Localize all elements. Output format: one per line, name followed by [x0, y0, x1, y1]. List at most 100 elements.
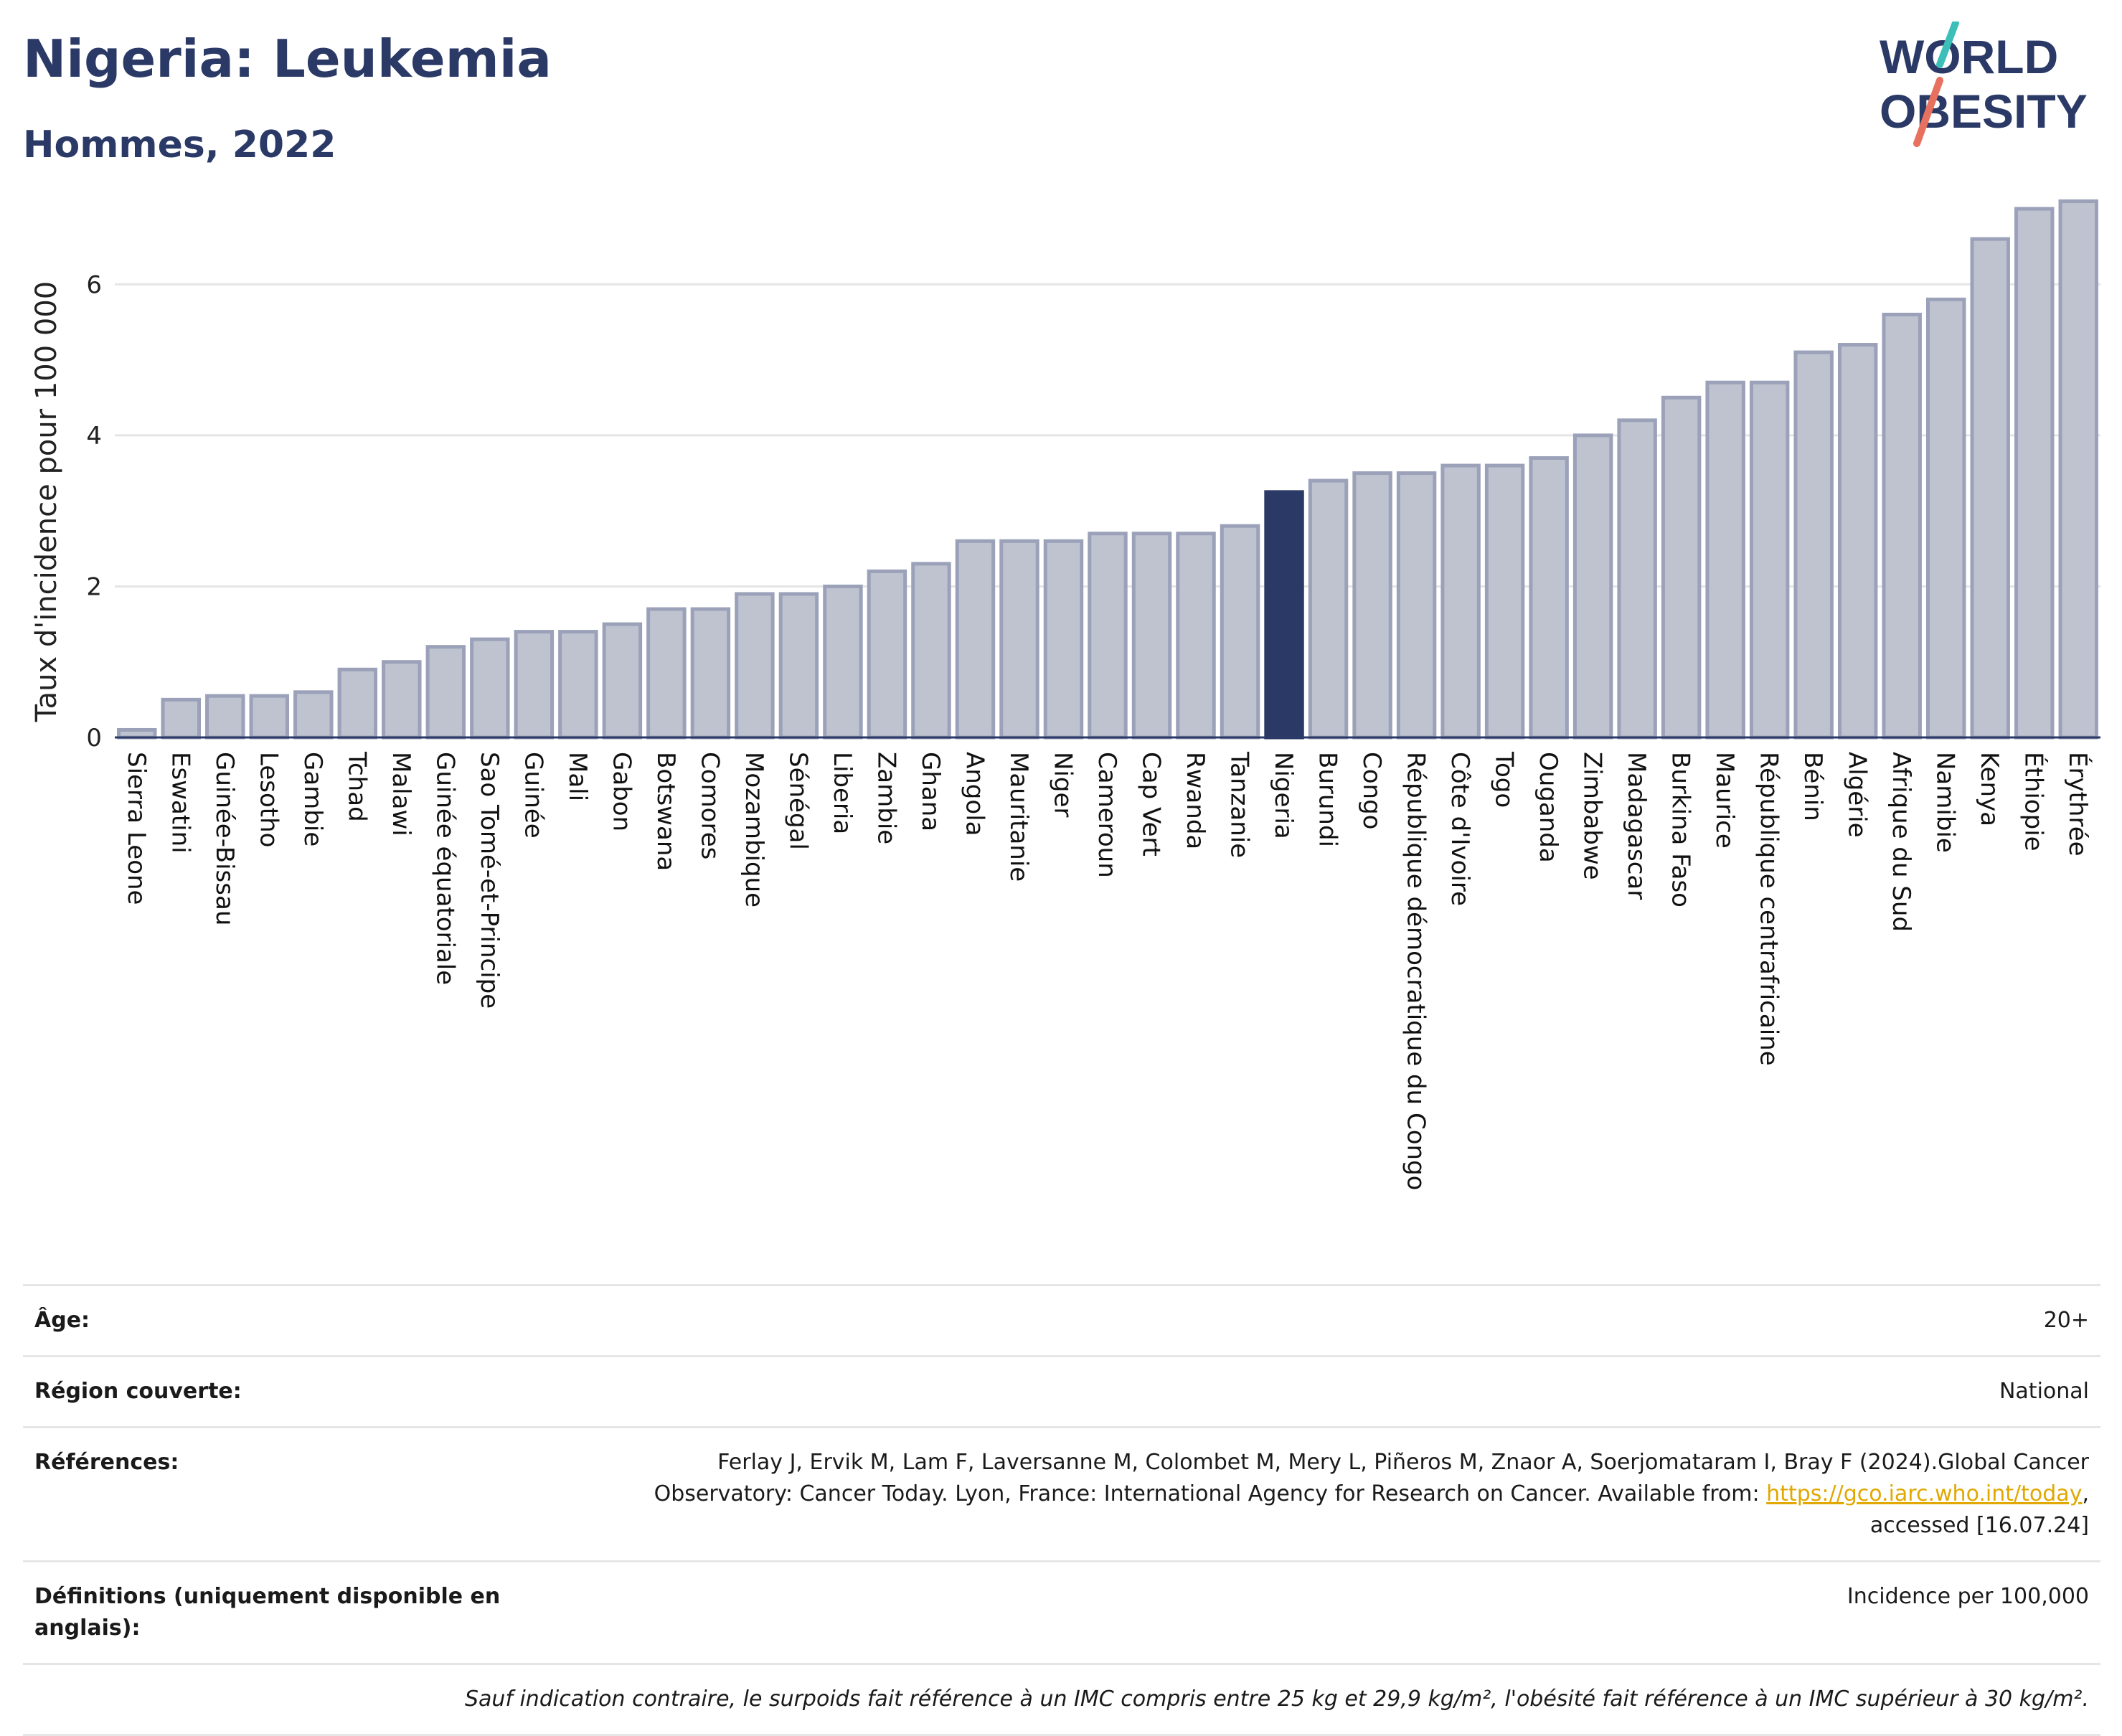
x-tick-label: Maurice [1710, 752, 1739, 849]
x-tick-label: Sierra Leone [122, 752, 151, 905]
bar-r-publique-centrafricaine[interactable] [1749, 380, 1790, 740]
x-tick-label: Congo [1357, 752, 1386, 829]
meta-key-definitions: Définitions (uniquement disponible en an… [34, 1584, 501, 1641]
bar-congo[interactable] [1352, 471, 1392, 740]
bar-maurice[interactable] [1705, 380, 1745, 740]
bar-gambie[interactable] [293, 690, 334, 740]
bar-guin-e-quatoriale[interactable] [425, 645, 466, 740]
bar-burundi[interactable] [1308, 478, 1349, 740]
bar--rythr-e[interactable] [2058, 199, 2098, 740]
bar-c-te-d-ivoire[interactable] [1440, 463, 1481, 740]
bar-zambie[interactable] [867, 569, 907, 740]
logo-text-obesity: OBESITY [1880, 85, 2088, 138]
world-obesity-logo: WORLD OBESITY [1880, 22, 2088, 147]
bar--thiopie[interactable] [2014, 207, 2055, 740]
x-tick-label: Kenya [1975, 752, 2004, 826]
chart-title: Nigeria: Leukemia [23, 29, 552, 89]
bar-mali[interactable] [558, 630, 598, 740]
x-tick-label: Malawi [387, 752, 415, 836]
x-tick-label: Sénégal [783, 752, 812, 850]
bar-kenya[interactable] [1970, 237, 2010, 740]
bar-cameroun[interactable] [1088, 532, 1128, 740]
chart-subtitle: Hommes, 2022 [23, 123, 336, 166]
bar-malawi[interactable] [382, 660, 422, 740]
x-tick-label: Ouganda [1534, 752, 1562, 863]
x-tick-label: Mauritanie [1004, 752, 1033, 882]
bar-b-nin[interactable] [1793, 350, 1834, 740]
x-tick-label: Eswatini [166, 752, 194, 854]
x-tick-label: Gabon [607, 752, 636, 831]
meta-row-region: Région couverte: National [23, 1355, 2100, 1426]
x-tick-label: République centrafricaine [1755, 752, 1783, 1066]
bar-guin-e[interactable] [514, 630, 555, 740]
x-tick-label: Madagascar [1622, 752, 1651, 900]
y-tick-label: 6 [86, 270, 102, 299]
bar-mozambique[interactable] [735, 592, 775, 740]
x-tick-label: Nigeria [1269, 752, 1298, 839]
x-tick-label: Tchad [342, 751, 371, 822]
bar-rwanda[interactable] [1176, 532, 1216, 740]
bar-comores[interactable] [690, 607, 731, 740]
x-tick-label: Namibie [1931, 752, 1960, 853]
meta-val-references: Ferlay J, Ervik M, Lam F, Laversanne M, … [654, 1447, 2089, 1542]
x-tick-label: Zambie [872, 752, 900, 844]
bar-nigeria[interactable] [1264, 490, 1304, 740]
bar-cap-vert[interactable] [1131, 532, 1172, 740]
bar-liberia[interactable] [823, 584, 863, 740]
bar-r-publique-d-mocratique-du-congo[interactable] [1396, 471, 1437, 740]
x-tick-label: Mali [563, 752, 592, 801]
x-tick-label: Rwanda [1181, 752, 1209, 849]
bar-togo[interactable] [1484, 463, 1525, 740]
reference-comma: , [2082, 1481, 2089, 1506]
meta-val-definitions: Incidence per 100,000 [1847, 1584, 2089, 1609]
x-tick-label: Guinée-Bissau [210, 752, 239, 925]
y-tick-label: 2 [86, 572, 102, 601]
x-tick-label: Comores [695, 752, 724, 859]
bar-guin-e-bissau[interactable] [205, 694, 245, 740]
bar-madagascar[interactable] [1617, 418, 1657, 740]
bar-gabon[interactable] [602, 622, 643, 740]
x-tick-label: Mozambique [740, 752, 768, 907]
meta-row-definitions: Définitions (uniquement disponible en an… [23, 1560, 2100, 1663]
y-tick-label: 4 [86, 422, 102, 450]
x-tick-label: Gambie [298, 752, 327, 846]
bar-botswana[interactable] [646, 607, 687, 740]
x-tick-label: Niger [1048, 752, 1077, 817]
bar-s-n-gal[interactable] [778, 592, 819, 740]
x-tick-label: République démocratique du Congo [1402, 752, 1430, 1190]
x-tick-label: Burundi [1314, 752, 1342, 847]
meta-val-region: National [1999, 1379, 2089, 1404]
meta-val-age: 20+ [2043, 1308, 2089, 1333]
bar-ouganda[interactable] [1529, 456, 1569, 740]
bar-ghana[interactable] [911, 562, 951, 740]
bar-afrique-du-sud[interactable] [1882, 312, 1922, 740]
x-tick-label: Érythrée [2063, 752, 2093, 857]
bar-burkina-faso[interactable] [1661, 395, 1702, 740]
x-tick-label: Togo [1490, 751, 1519, 808]
bar-niger[interactable] [1043, 539, 1084, 740]
bar-lesotho[interactable] [249, 694, 290, 740]
bar-alg-rie[interactable] [1837, 343, 1878, 740]
x-axis-labels: Sierra Leone Eswatini Guinée-Bissau Lesotho… [122, 751, 2093, 1190]
x-tick-label: Zimbabwe [1578, 752, 1607, 880]
bar-zimbabwe[interactable] [1572, 433, 1613, 740]
logo-slash-coral [1913, 77, 1943, 147]
bar-angola[interactable] [955, 539, 996, 740]
bar-mauritanie[interactable] [999, 539, 1039, 740]
bar-eswatini[interactable] [161, 697, 201, 740]
meta-key-age: Âge: [34, 1308, 90, 1333]
reference-text-line1: Ferlay J, Ervik M, Lam F, Laversanne M, … [717, 1450, 2089, 1475]
meta-row-age: Âge: 20+ [23, 1284, 2100, 1355]
y-axis-ticks: 0 2 4 6 [86, 270, 102, 753]
bar-namibie[interactable] [1925, 297, 1966, 740]
x-tick-label: Guinée équatoriale [430, 752, 459, 985]
reference-link[interactable]: https://gco.iarc.who.int/today [1766, 1481, 2083, 1506]
bar-tchad[interactable] [337, 667, 378, 740]
x-tick-label: Burkina Faso [1666, 752, 1695, 907]
x-tick-label: Tanzanie [1225, 751, 1254, 858]
reference-accessed: accessed [16.07.24] [1869, 1513, 2089, 1538]
bar-tanzanie[interactable] [1220, 524, 1260, 740]
bar-sierra-leone[interactable] [117, 727, 157, 740]
y-tick-label: 0 [86, 724, 102, 753]
bar-sao-tom-et-principe[interactable] [470, 637, 510, 740]
